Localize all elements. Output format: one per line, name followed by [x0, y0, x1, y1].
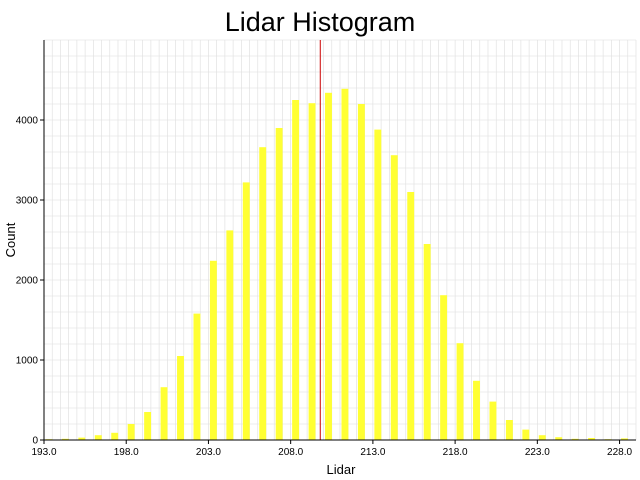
histogram-bar [275, 128, 283, 440]
histogram-bar [94, 435, 102, 440]
histogram-bar [489, 401, 497, 440]
grid [43, 39, 637, 441]
histogram-bar [111, 432, 119, 440]
histogram-bar [505, 420, 513, 440]
histogram-bar [440, 295, 448, 440]
histogram-bar [456, 343, 464, 440]
histogram-bar [473, 380, 480, 440]
y-tick-label: 1000 [16, 356, 39, 367]
histogram-bar [374, 129, 382, 440]
y-axis-label: Count [3, 222, 18, 257]
histogram-bar [242, 182, 250, 440]
histogram-bar [621, 438, 628, 440]
y-tick-labels: 0 1000 2000 3000 4000 [16, 116, 44, 447]
histogram-bar [555, 437, 563, 440]
histogram-bar [78, 437, 86, 440]
x-tick-label: 208.0 [278, 447, 303, 458]
histogram-bar [308, 103, 316, 440]
histogram-bar [160, 387, 168, 440]
histogram-bar [390, 155, 398, 440]
histogram-bar [325, 92, 332, 441]
x-tick-label: 218.0 [443, 447, 468, 458]
histogram-bar [177, 356, 184, 440]
y-tick-label: 0 [32, 436, 38, 447]
x-tick-label: 203.0 [196, 447, 221, 458]
histogram-bar [423, 244, 431, 440]
histogram-bar [522, 429, 530, 440]
histogram-bar [259, 147, 267, 440]
histogram-bar [588, 438, 596, 440]
histogram-bar [209, 260, 217, 440]
y-tick-label: 2000 [16, 276, 39, 287]
histogram-bar [61, 438, 69, 440]
histogram-bar [341, 88, 349, 441]
chart-title: Lidar Histogram [225, 7, 416, 37]
histogram-bar [193, 313, 201, 440]
histogram-bar [538, 435, 546, 440]
histogram-bar [226, 230, 234, 440]
x-tick-label: 193.0 [31, 447, 56, 458]
x-tick-label: 223.0 [525, 447, 550, 458]
histogram-bar [407, 192, 415, 440]
x-axis-label: Lidar [327, 462, 357, 477]
y-tick-label: 3000 [16, 196, 39, 207]
x-tick-label: 228.0 [607, 447, 632, 458]
histogram-bar [357, 104, 365, 440]
histogram-bar [292, 100, 300, 440]
histogram-bar [144, 412, 152, 440]
histogram-bar [127, 424, 135, 440]
x-tick-label: 198.0 [114, 447, 139, 458]
histogram-bar [571, 438, 579, 440]
y-tick-label: 4000 [16, 116, 39, 127]
bars [45, 88, 628, 441]
x-tick-labels: 193.0 198.0 203.0 208.0 213.0 218.0 223.0 228.0 [31, 440, 633, 458]
x-tick-label: 213.0 [360, 447, 385, 458]
